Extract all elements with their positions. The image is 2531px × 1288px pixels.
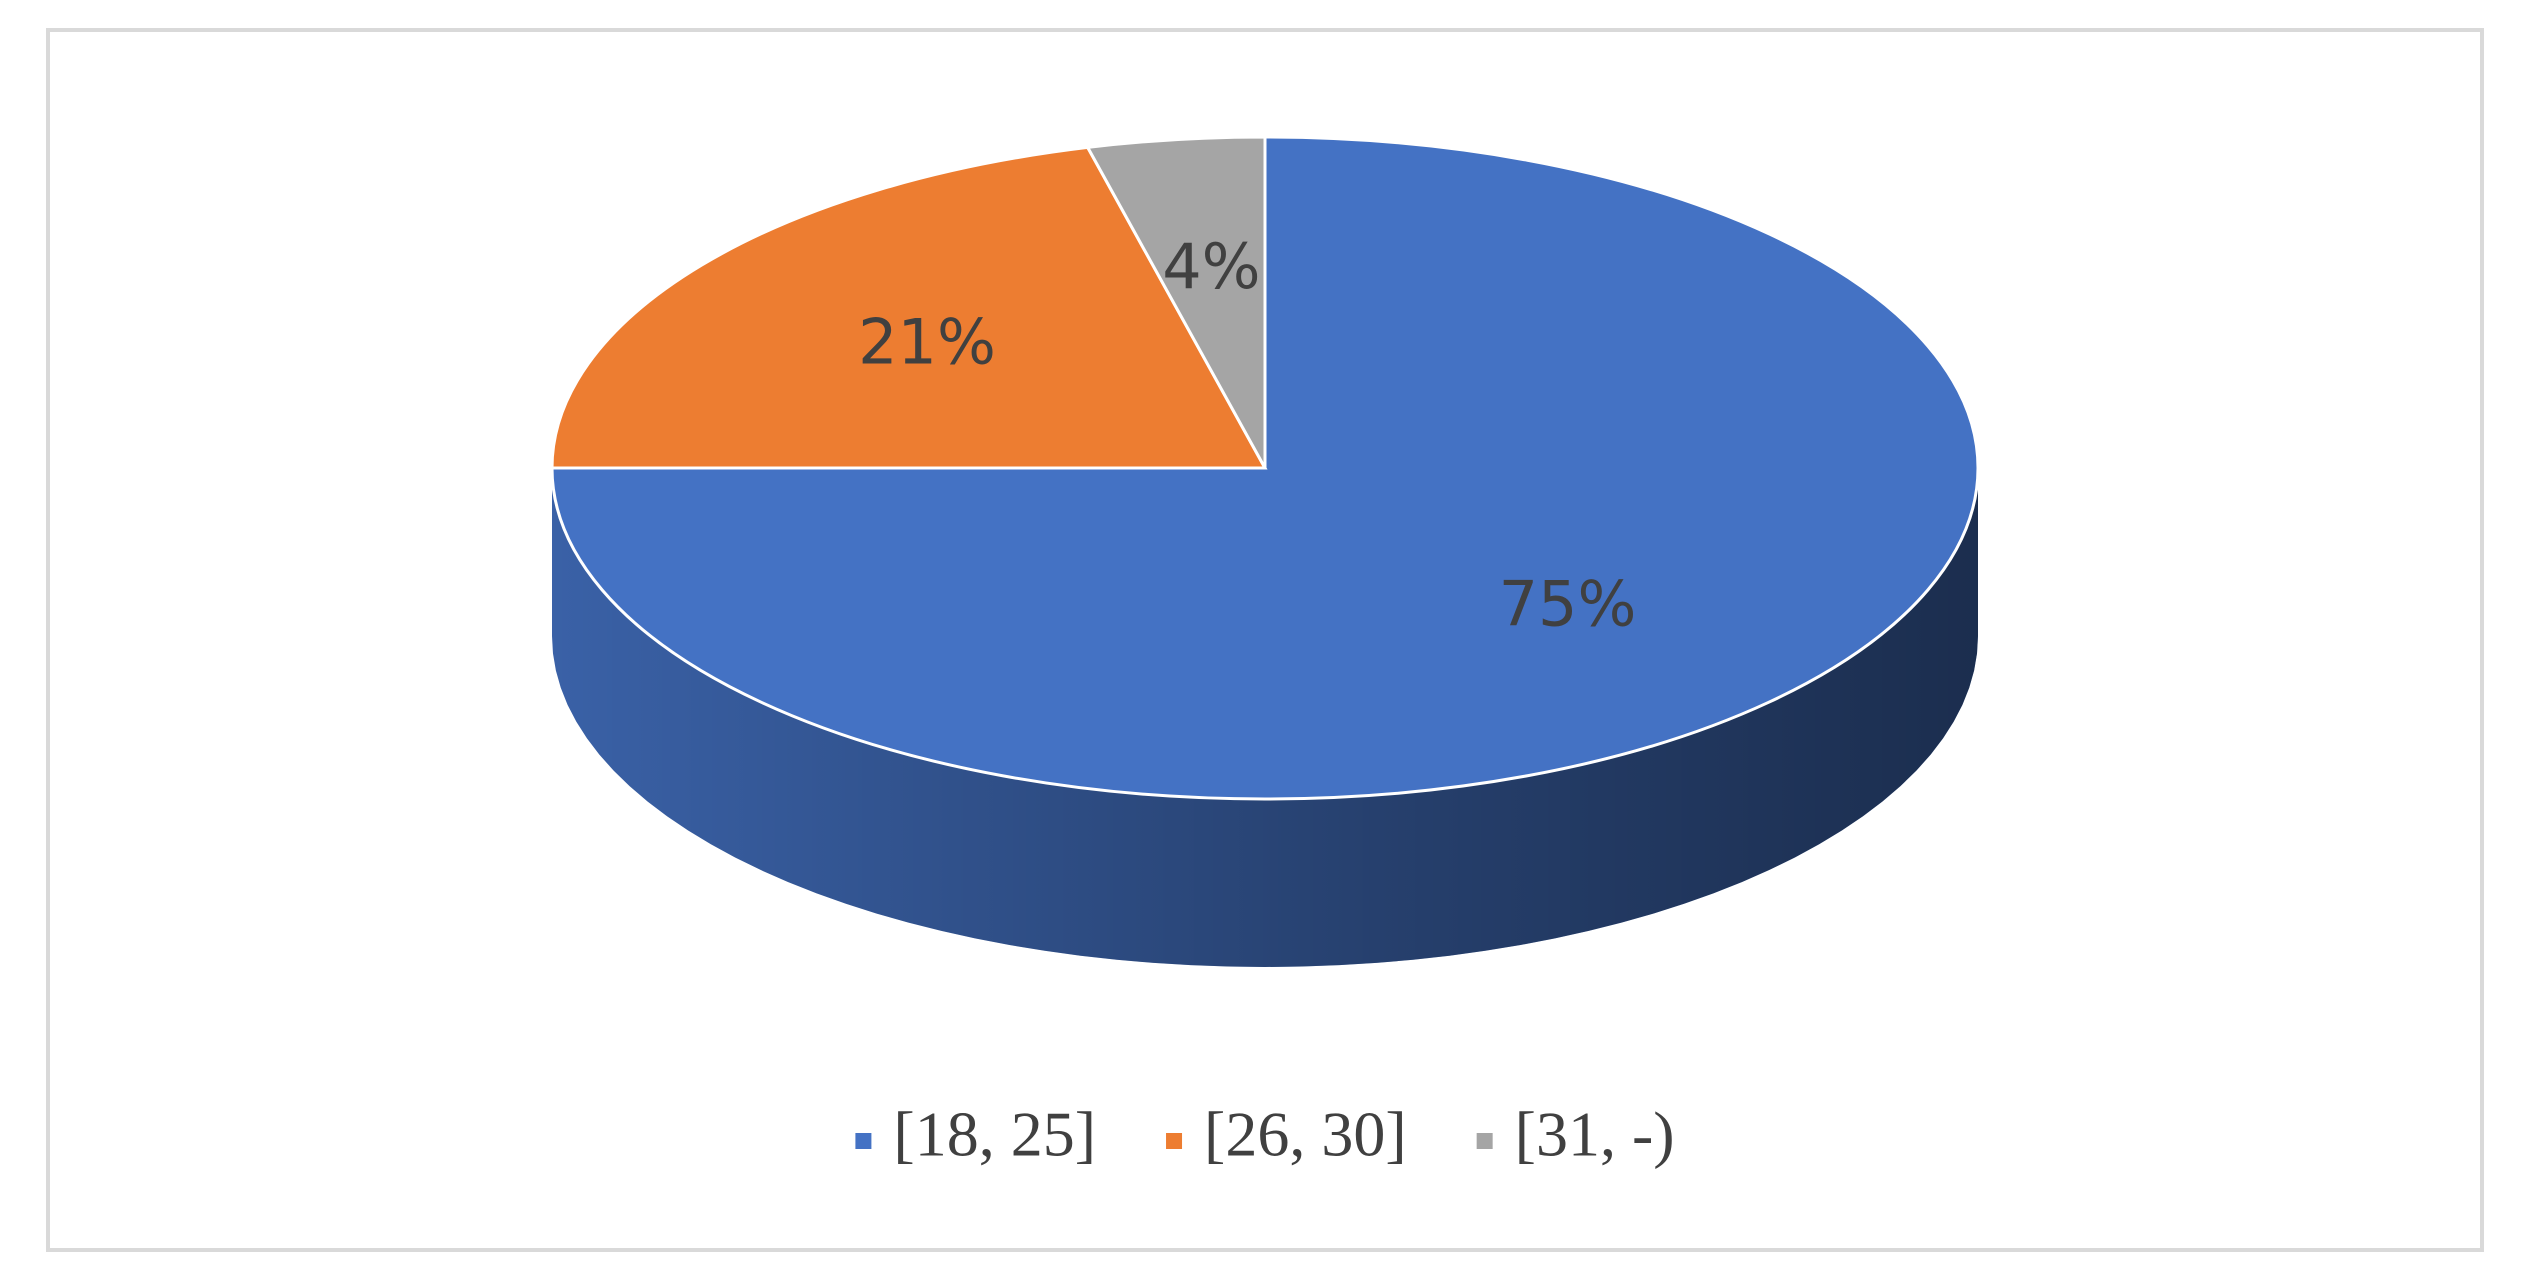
legend-label: [31, -) [1515,1099,1675,1170]
legend-marker [1166,1133,1183,1149]
slice [550,145,1268,470]
legend-label: [18, 25] [893,1099,1096,1170]
data-label: 21% [858,305,996,378]
slice [1085,135,1267,469]
slice [550,135,1980,801]
data-label: 75% [1499,568,1637,641]
slice-side-shade [552,468,1978,967]
legend-label: [26, 30] [1204,1099,1407,1170]
legend-marker [855,1133,872,1149]
legend-marker [1476,1133,1493,1149]
data-label: 4% [1162,230,1260,303]
